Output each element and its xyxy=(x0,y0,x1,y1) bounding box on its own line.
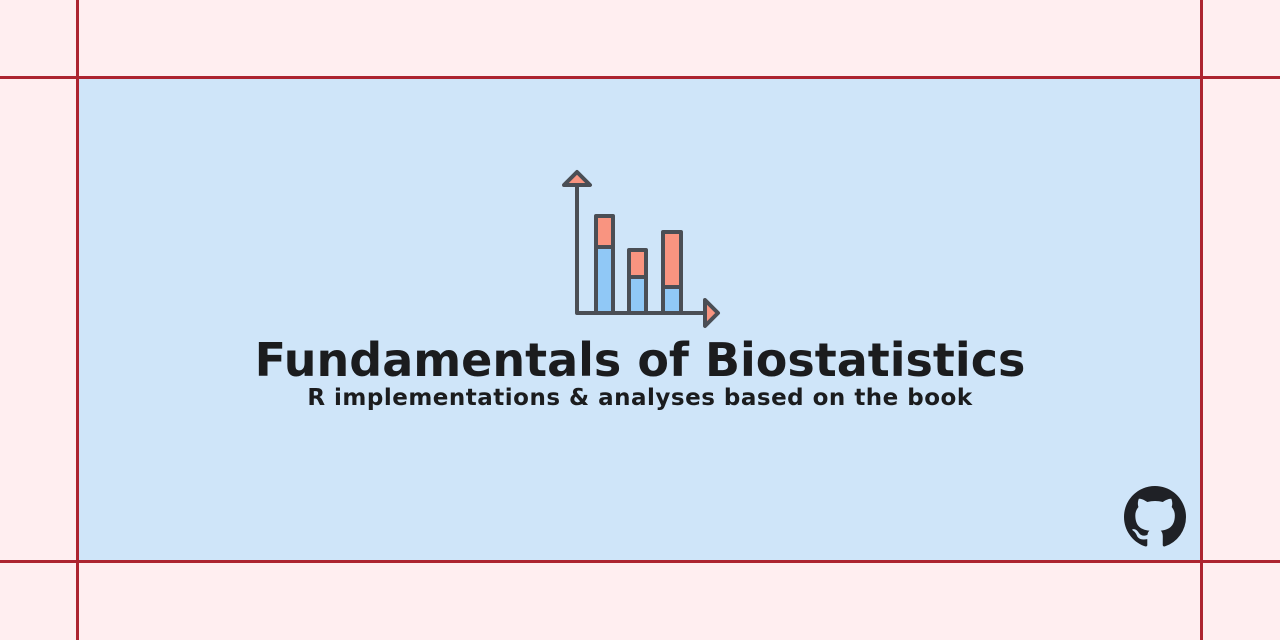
banner-subtitle: R implementations & analyses based on th… xyxy=(307,385,973,411)
banner-panel xyxy=(79,79,1200,560)
guide-line-left xyxy=(76,0,79,640)
banner-title: Fundamentals of Biostatistics xyxy=(254,333,1026,387)
guide-line-right xyxy=(1200,0,1203,640)
guide-line-bottom xyxy=(0,560,1280,563)
guide-line-top xyxy=(0,76,1280,79)
github-icon[interactable] xyxy=(1124,486,1186,548)
stacked-bar-chart-icon xyxy=(562,170,720,328)
